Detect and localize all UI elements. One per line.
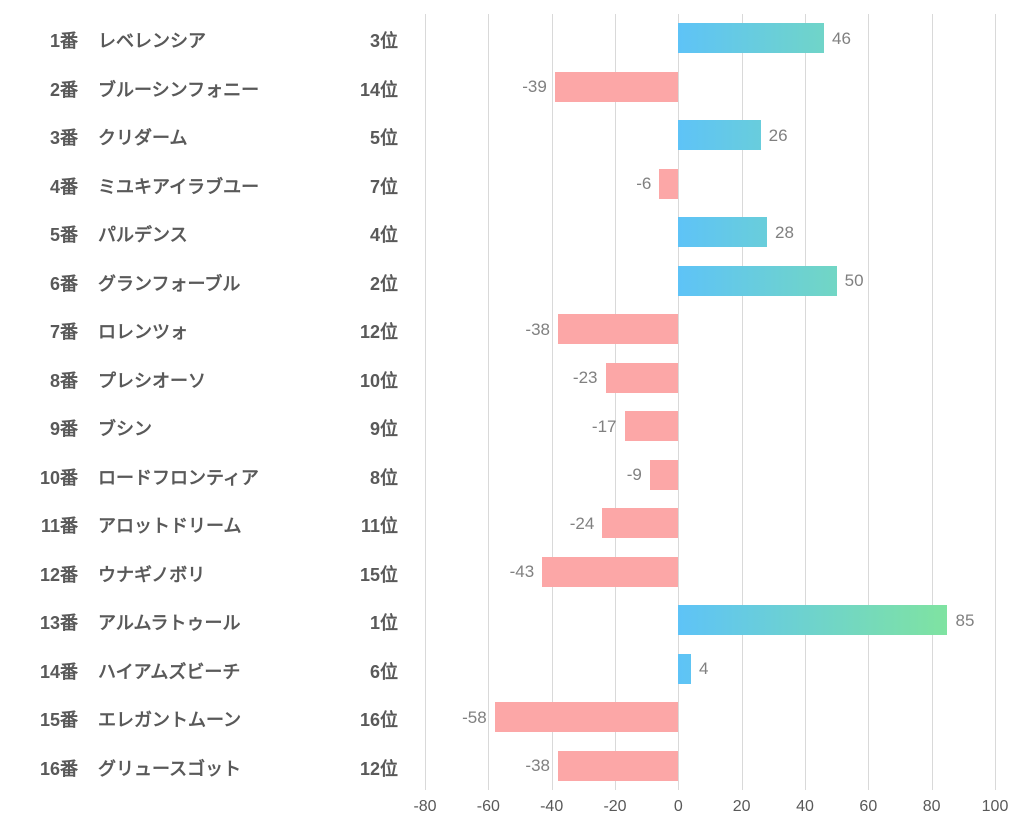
bar-positive xyxy=(678,217,767,247)
bar-negative xyxy=(602,508,678,538)
bar-negative xyxy=(555,72,679,102)
bar-positive xyxy=(678,23,824,53)
row-rank: 16位 xyxy=(0,706,398,732)
row-rank: 12位 xyxy=(0,755,398,781)
bar-negative xyxy=(558,314,678,344)
x-tick-label: -20 xyxy=(603,798,626,816)
row-rank: 15位 xyxy=(0,561,398,587)
bar-value-label: 50 xyxy=(845,271,864,291)
bar-positive xyxy=(678,120,760,150)
row-rank: 4位 xyxy=(0,221,398,247)
x-tick-label: 60 xyxy=(859,798,877,816)
gridline xyxy=(552,14,553,790)
bar-value-label: -58 xyxy=(462,708,487,728)
bar-value-label: -17 xyxy=(592,417,617,437)
bar-negative xyxy=(625,411,679,441)
bar-value-label: -23 xyxy=(573,368,598,388)
gridline xyxy=(932,14,933,790)
gridline xyxy=(805,14,806,790)
bar-positive xyxy=(678,605,947,635)
bar-positive xyxy=(678,654,691,684)
row-rank: 3位 xyxy=(0,27,398,53)
bar-value-label: 4 xyxy=(699,659,708,679)
gridline xyxy=(425,14,426,790)
row-rank: 6位 xyxy=(0,658,398,684)
x-tick-label: 100 xyxy=(982,798,1009,816)
bar-value-label: 85 xyxy=(956,611,975,631)
gridline xyxy=(995,14,996,790)
bar-value-label: 26 xyxy=(769,126,788,146)
bar-negative xyxy=(495,702,679,732)
row-rank: 1位 xyxy=(0,609,398,635)
bar-positive xyxy=(678,266,836,296)
gridline xyxy=(488,14,489,790)
x-tick-label: 40 xyxy=(796,798,814,816)
bar-negative xyxy=(542,557,678,587)
row-rank: 14位 xyxy=(0,76,398,102)
bar-value-label: 46 xyxy=(832,29,851,49)
row-rank: 2位 xyxy=(0,270,398,296)
x-tick-label: 80 xyxy=(923,798,941,816)
bar-value-label: -39 xyxy=(522,77,547,97)
x-tick-label: -40 xyxy=(540,798,563,816)
bar-negative xyxy=(558,751,678,781)
row-rank: 7位 xyxy=(0,173,398,199)
gridline xyxy=(868,14,869,790)
diverging-bar-chart: -80-60-40-200204060801001番レベレンシア3位462番ブル… xyxy=(0,0,1022,834)
bar-value-label: -24 xyxy=(570,514,595,534)
bar-value-label: -38 xyxy=(525,756,550,776)
bar-negative xyxy=(606,363,679,393)
bar-value-label: -43 xyxy=(510,562,535,582)
row-rank: 11位 xyxy=(0,512,398,538)
row-rank: 8位 xyxy=(0,464,398,490)
x-tick-label: -60 xyxy=(477,798,500,816)
x-tick-label: -80 xyxy=(413,798,436,816)
gridline xyxy=(615,14,616,790)
row-rank: 12位 xyxy=(0,318,398,344)
x-tick-label: 0 xyxy=(674,798,683,816)
bar-value-label: -9 xyxy=(627,465,642,485)
row-rank: 9位 xyxy=(0,415,398,441)
bar-value-label: -6 xyxy=(636,174,651,194)
bar-negative xyxy=(650,460,679,490)
row-rank: 5位 xyxy=(0,124,398,150)
bar-negative xyxy=(659,169,678,199)
bar-value-label: -38 xyxy=(525,320,550,340)
x-tick-label: 20 xyxy=(733,798,751,816)
row-rank: 10位 xyxy=(0,367,398,393)
bar-value-label: 28 xyxy=(775,223,794,243)
